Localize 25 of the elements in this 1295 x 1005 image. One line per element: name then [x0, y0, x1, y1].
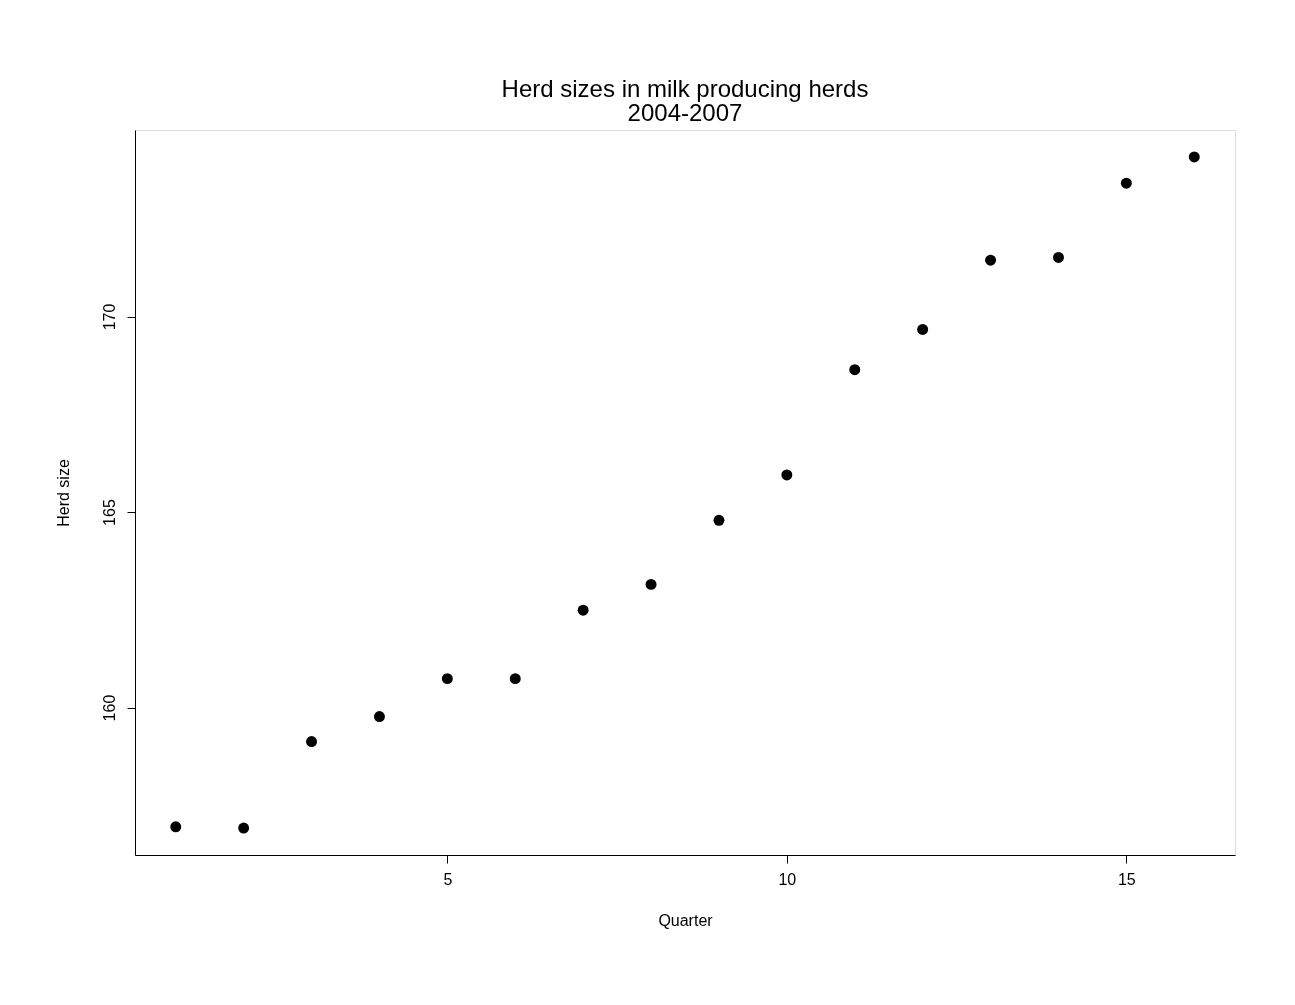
y-tick-label: 165: [100, 499, 118, 526]
x-tick-label: 15: [1117, 870, 1136, 888]
x-tick-label: 5: [443, 870, 453, 888]
point: [577, 604, 589, 616]
point: [849, 364, 861, 376]
y-tick-label: 160: [100, 694, 118, 722]
point: [373, 711, 385, 723]
x-axis-title: Quarter: [658, 911, 714, 929]
point: [509, 673, 521, 685]
point: [1120, 177, 1132, 189]
point: [441, 673, 453, 685]
point: [713, 514, 725, 526]
point: [1188, 151, 1200, 163]
point: [985, 254, 997, 266]
y-axis-title: Herd size: [54, 459, 72, 527]
point: [645, 578, 657, 590]
y-tick-label: 170: [100, 303, 118, 331]
point: [306, 736, 318, 748]
point: [917, 323, 929, 335]
point: [781, 469, 793, 481]
point: [170, 821, 182, 833]
point: [238, 822, 250, 834]
text: Herd sizes in milk producing herds: [501, 75, 869, 102]
point: [1052, 252, 1064, 263]
x-tick-label: 10: [778, 870, 797, 888]
